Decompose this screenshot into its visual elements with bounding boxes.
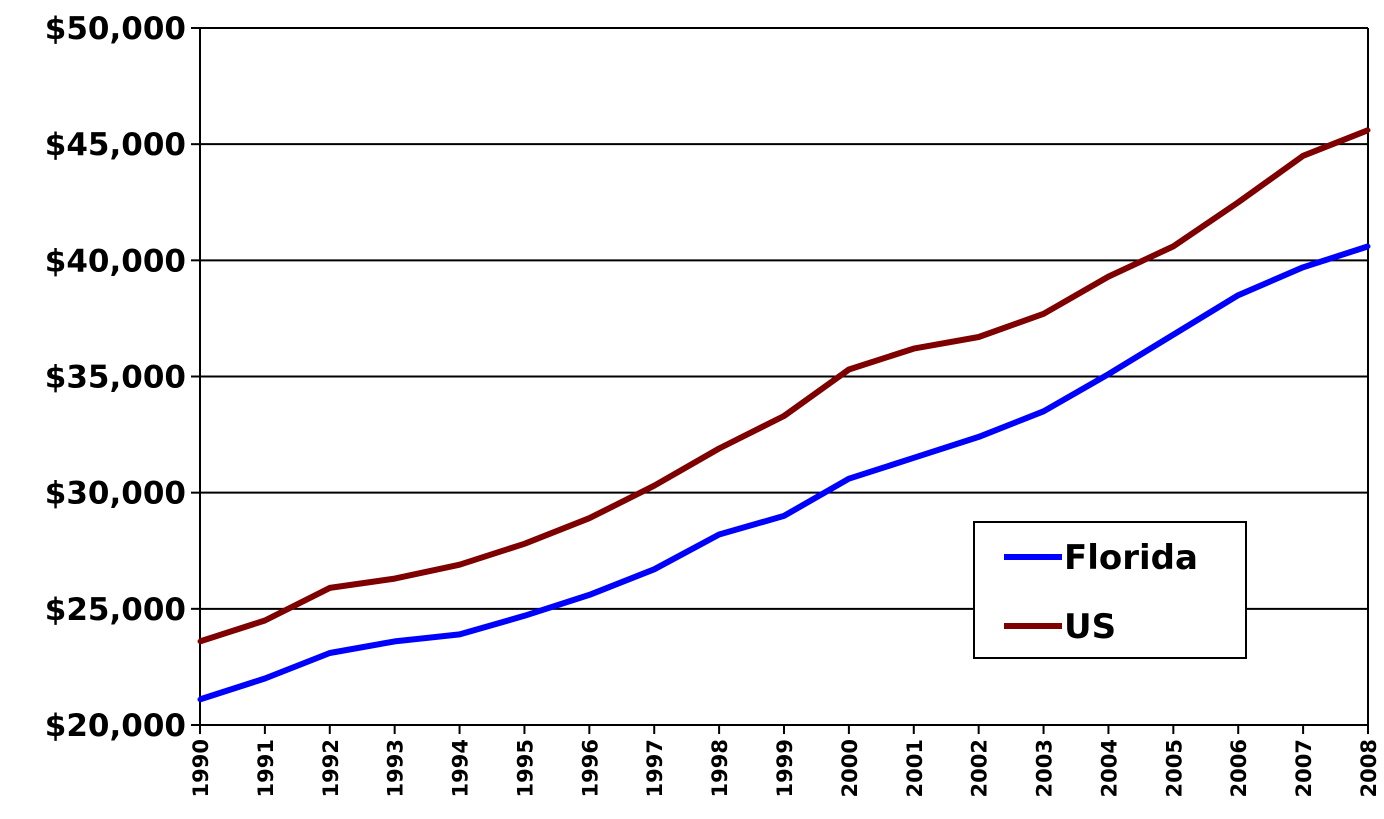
- y-axis-tick-labels: $20,000 $25,000 $30,000 $35,000 $40,000 $45,0…: [45, 11, 186, 744]
- data-point-us: [781, 413, 787, 419]
- data-point-florida: [976, 434, 982, 440]
- x-tick-label: 1997: [643, 739, 667, 797]
- x-tick-label: 2002: [968, 739, 992, 797]
- y-tick-label: $20,000: [45, 708, 186, 744]
- data-point-florida: [327, 650, 333, 656]
- legend-label-florida: Florida: [1064, 538, 1198, 578]
- x-tick-label: 2007: [1292, 739, 1316, 797]
- data-point-us: [262, 617, 268, 623]
- data-point-florida: [521, 613, 527, 619]
- data-point-us: [1300, 153, 1306, 159]
- x-tick-label: 2001: [903, 739, 927, 797]
- data-point-florida: [392, 638, 398, 644]
- data-point-florida: [586, 592, 592, 598]
- y-tick-label: $45,000: [45, 127, 186, 163]
- data-point-us: [1105, 274, 1111, 280]
- x-tick-label: 1992: [319, 739, 343, 797]
- y-tick-label: $40,000: [45, 243, 186, 279]
- data-point-florida: [1041, 408, 1047, 414]
- x-tick-label: 2003: [1033, 739, 1057, 797]
- x-tick-label: 1993: [384, 739, 408, 797]
- data-point-us: [327, 585, 333, 591]
- data-point-us: [197, 638, 203, 644]
- x-tick-label: 2004: [1097, 739, 1121, 797]
- data-point-us: [651, 483, 657, 489]
- x-tick-label: 1990: [189, 739, 213, 797]
- axes: [199, 28, 1369, 734]
- data-point-florida: [457, 631, 463, 637]
- data-point-us: [846, 367, 852, 373]
- legend: Florida US: [973, 521, 1247, 659]
- data-point-us: [976, 334, 982, 340]
- data-point-florida: [781, 513, 787, 519]
- data-point-us: [911, 346, 917, 352]
- data-point-florida: [1235, 292, 1241, 298]
- legend-label-us: US: [1064, 607, 1116, 647]
- data-point-florida: [1170, 332, 1176, 338]
- x-tick-label: 1991: [254, 739, 278, 797]
- x-tick-label: 2008: [1357, 739, 1381, 797]
- data-point-florida: [262, 676, 268, 682]
- data-point-us: [1170, 243, 1176, 249]
- x-axis-tick-labels: 1990 1991 1992 1993 1994 1995 1996 1997 1998 1999…: [189, 739, 1381, 797]
- data-point-florida: [846, 476, 852, 482]
- x-tick-label: 1998: [708, 739, 732, 797]
- y-tick-label: $50,000: [45, 11, 186, 47]
- y-tick-label: $35,000: [45, 360, 186, 396]
- data-point-florida: [651, 566, 657, 572]
- x-tick-label: 1995: [513, 739, 537, 797]
- x-tick-label: 2006: [1227, 739, 1251, 797]
- y-tick-label: $25,000: [45, 592, 186, 628]
- x-tick-label: 1994: [449, 739, 473, 797]
- data-point-florida: [911, 455, 917, 461]
- data-point-florida: [197, 696, 203, 702]
- series-lines: [197, 127, 1371, 703]
- data-point-us: [716, 446, 722, 452]
- data-point-us: [586, 515, 592, 521]
- legend-box: [973, 521, 1247, 659]
- data-point-florida: [1300, 264, 1306, 270]
- data-point-florida: [1105, 371, 1111, 377]
- data-point-us: [1235, 199, 1241, 205]
- x-tick-label: 2000: [838, 739, 862, 797]
- data-point-us: [521, 541, 527, 547]
- data-point-florida: [716, 531, 722, 537]
- x-tick-label: 1999: [773, 739, 797, 797]
- data-point-us: [392, 576, 398, 582]
- data-point-us: [1365, 127, 1371, 133]
- data-point-us: [1041, 311, 1047, 317]
- gridlines: [191, 27, 1368, 726]
- data-point-us: [457, 562, 463, 568]
- data-point-florida: [1365, 243, 1371, 249]
- x-tick-label: 2005: [1162, 739, 1186, 797]
- x-tick-label: 1996: [578, 739, 602, 797]
- y-tick-label: $30,000: [45, 476, 186, 512]
